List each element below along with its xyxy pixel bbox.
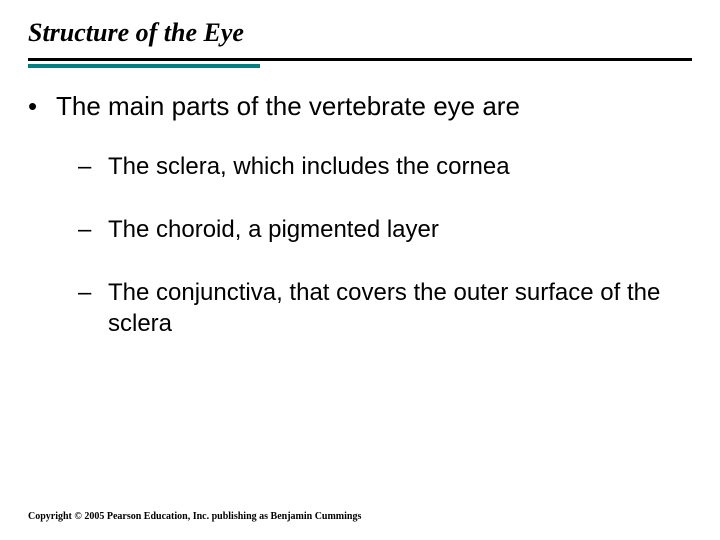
dash-icon: – (78, 277, 108, 308)
bullet-level1-text: The main parts of the vertebrate eye are (56, 90, 520, 123)
sub-bullet-item: – The choroid, a pigmented layer (78, 214, 692, 245)
sub-bullet-text: The sclera, which includes the cornea (108, 151, 510, 182)
slide-title: Structure of the Eye (28, 18, 692, 54)
title-accent-bar (28, 64, 260, 68)
sub-bullet-item: – The sclera, which includes the cornea (78, 151, 692, 182)
sub-bullet-text: The choroid, a pigmented layer (108, 214, 439, 245)
copyright-footer: Copyright © 2005 Pearson Education, Inc.… (28, 511, 361, 522)
sub-bullet-item: – The conjunctiva, that covers the outer… (78, 277, 692, 339)
dash-icon: – (78, 151, 108, 182)
sub-bullet-list: – The sclera, which includes the cornea … (78, 151, 692, 340)
bullet-level1: • The main parts of the vertebrate eye a… (28, 90, 692, 123)
dash-icon: – (78, 214, 108, 245)
slide: Structure of the Eye • The main parts of… (0, 0, 720, 540)
title-underline (28, 58, 692, 61)
sub-bullet-text: The conjunctiva, that covers the outer s… (108, 277, 668, 339)
bullet-dot-icon: • (28, 90, 56, 123)
content-area: • The main parts of the vertebrate eye a… (28, 90, 692, 339)
